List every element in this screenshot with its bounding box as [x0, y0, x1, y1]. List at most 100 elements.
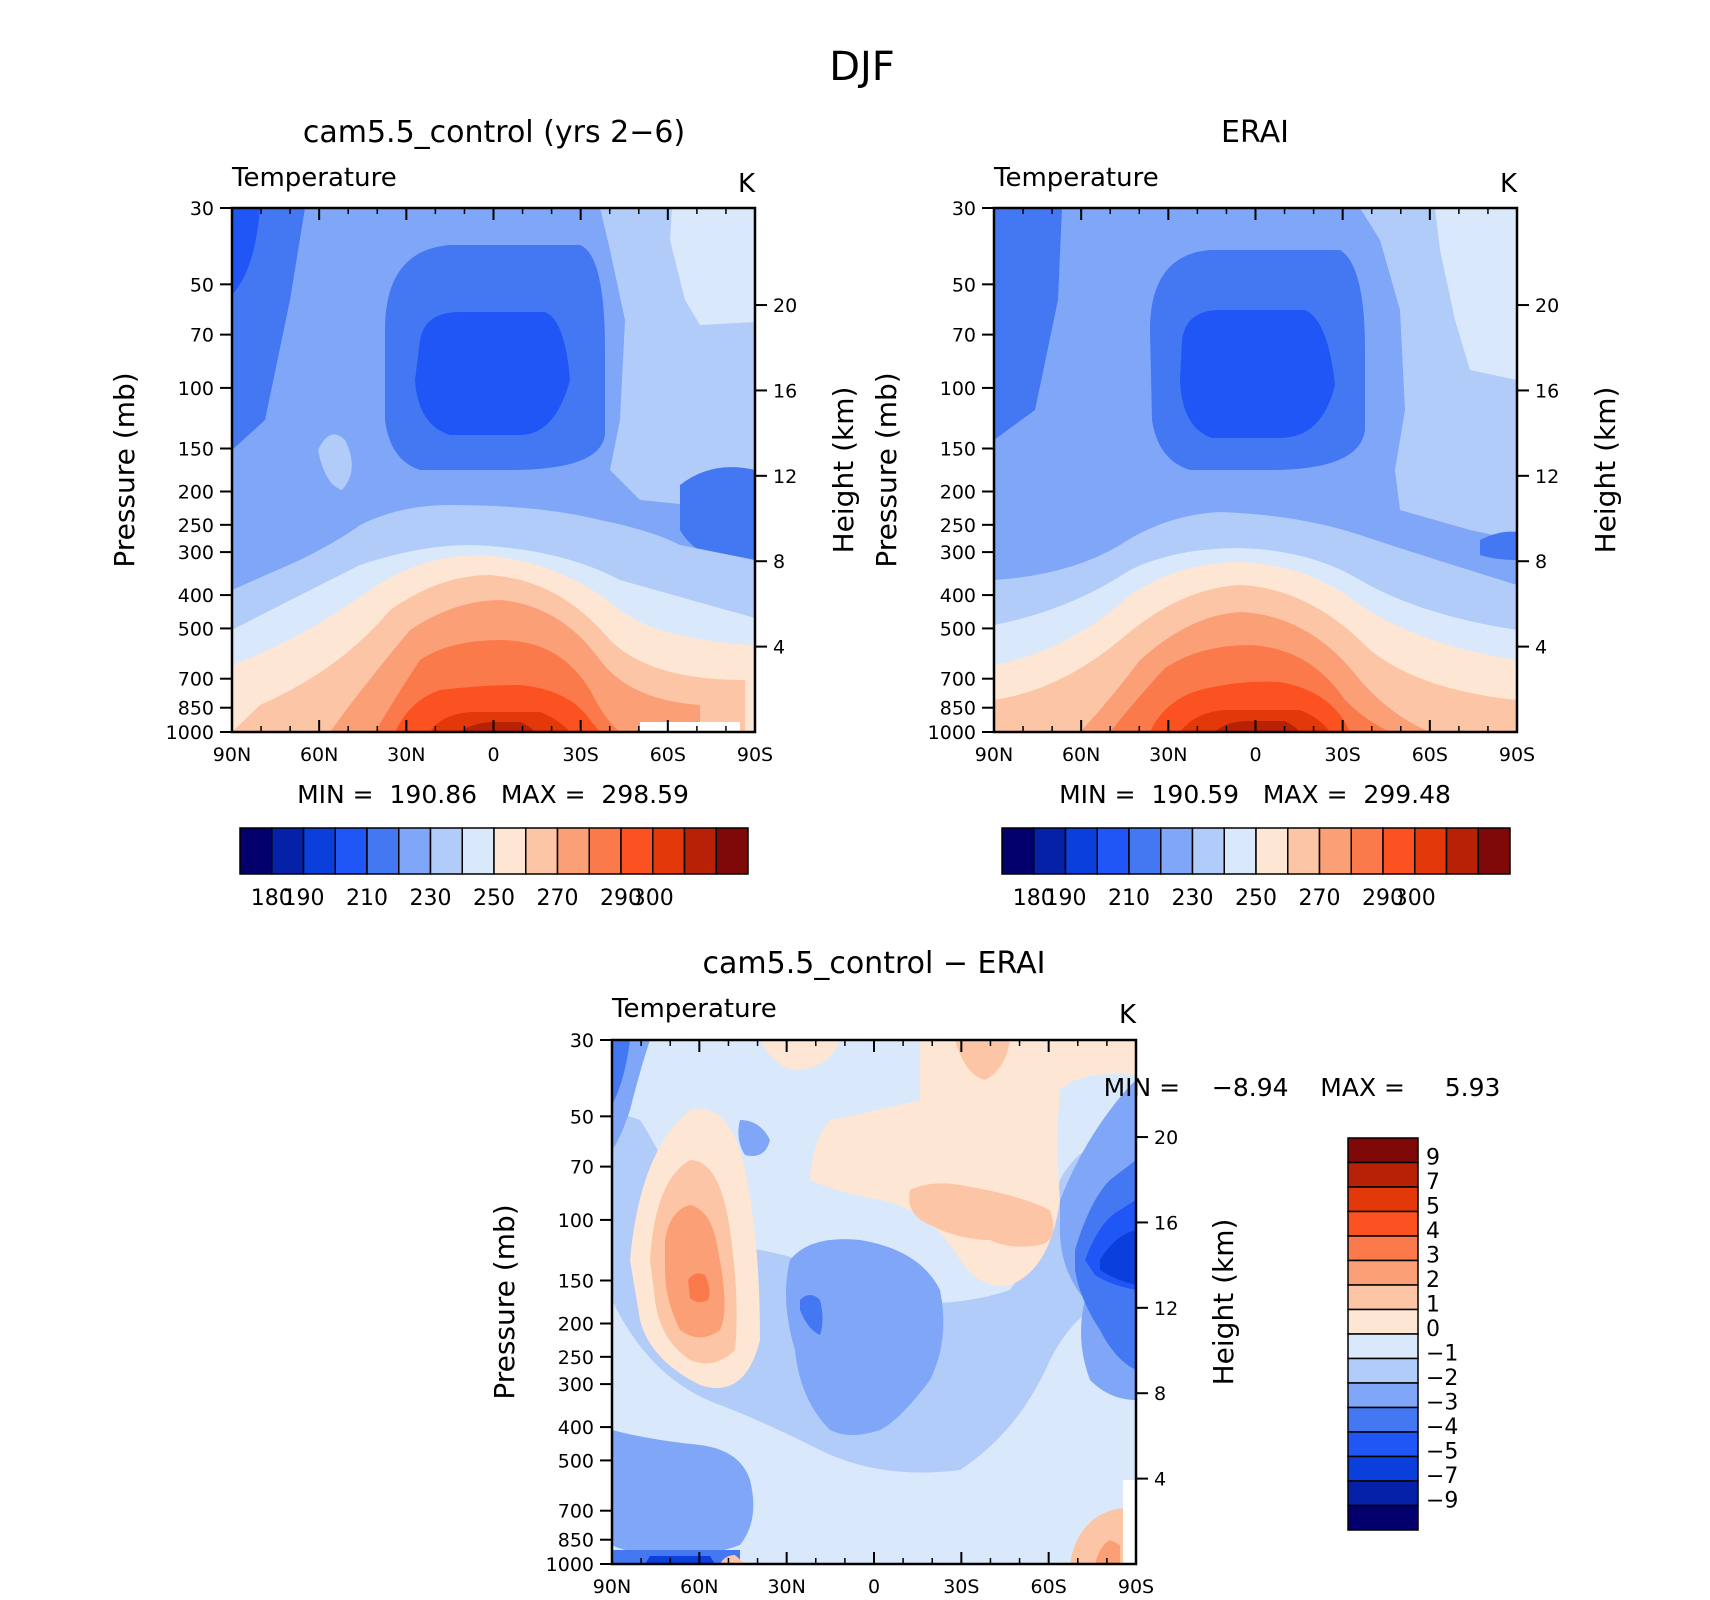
colorbar-box: [588, 827, 622, 875]
y-tick-label: 850: [558, 1530, 594, 1552]
colorbar-label: 5: [1426, 1195, 1440, 1220]
y-tick-label: 50: [570, 1106, 594, 1128]
contour-fill: [415, 312, 570, 435]
colorbar-label: 9: [1426, 1146, 1440, 1171]
panel-cam: 90N 60N 30N 0 30S 60S 90S 30 50 70 100 150 200 250 300…: [108, 115, 860, 911]
contour-fill: [670, 208, 755, 325]
colorbar-box: [398, 827, 432, 875]
colorbar-label: 2: [1426, 1268, 1440, 1293]
colorbar-label: 190: [1045, 886, 1087, 911]
contour-fill: [955, 1040, 1010, 1080]
y-tick-label: 500: [178, 618, 214, 640]
colorbar-label: 7: [1426, 1170, 1440, 1195]
colorbar-box: [271, 827, 305, 875]
units-label: K: [738, 169, 756, 199]
units-label: K: [1500, 169, 1518, 199]
y-tick-label: 100: [178, 378, 214, 400]
colorbar-box: [556, 827, 590, 875]
colorbar-label: 3: [1426, 1244, 1440, 1269]
colorbar-box: [1347, 1210, 1419, 1237]
y-tick-label: 300: [178, 542, 214, 564]
y-axis-label: Pressure (mb): [108, 372, 141, 567]
x-tick-label: 0: [1249, 744, 1261, 766]
panel-erai: 90N 60N 30N 0 30S 60S 90S 30 50 70 100 150 200 250 300…: [870, 115, 1622, 911]
colorbar-label: 230: [1172, 886, 1214, 911]
field-label: Temperature: [993, 163, 1159, 193]
contour-fill: [810, 1040, 1136, 1286]
contour-fill: [1100, 1230, 1136, 1285]
panel-title: ERAI: [1221, 115, 1289, 150]
colorbar-box: [652, 827, 686, 875]
colorbar-label: −3: [1426, 1391, 1458, 1416]
colorbar-box: [1347, 1431, 1419, 1458]
contour-fill: [232, 208, 305, 450]
y2-tick-label: 20: [1154, 1127, 1178, 1149]
contour-fill: [665, 1205, 725, 1338]
min-max-label: MIN = 190.86 MAX = 298.59: [297, 780, 689, 809]
colorbar-box: [683, 827, 717, 875]
x-tick-label: 90N: [593, 1576, 631, 1598]
contour-fill: [800, 1295, 823, 1335]
axes-cam: 90N 60N 30N 0 30S 60S 90S 30 50 70 100 150 200 250 300…: [166, 198, 798, 766]
y2-tick-label: 20: [1535, 295, 1559, 317]
colorbar-box: [429, 827, 463, 875]
y-tick-label: 700: [178, 669, 214, 691]
colorbar-box: [1347, 1284, 1419, 1311]
figure-title: DJF: [829, 44, 895, 90]
x-tick-label: 30S: [943, 1576, 979, 1598]
contour-fill: [612, 1040, 630, 1105]
y-axis-label: Pressure (mb): [488, 1204, 521, 1399]
colorbar-box: [334, 827, 368, 875]
colorbar-box: [1347, 1333, 1419, 1360]
y-tick-label: 200: [558, 1313, 594, 1335]
contour-fill: [909, 1183, 1054, 1247]
y-tick-label: 150: [558, 1271, 594, 1293]
colorbar-box: [715, 827, 749, 875]
y-tick-label: 250: [558, 1347, 594, 1369]
y2-axis-label: Height (km): [1207, 1219, 1240, 1386]
colorbar-box: [1347, 1308, 1419, 1335]
colorbar-label: 180: [1013, 886, 1055, 911]
contour-fill: [645, 1556, 715, 1564]
x-tick-label: 90S: [1499, 744, 1535, 766]
colorbar-box: [1382, 827, 1416, 875]
y-tick-label: 150: [178, 439, 214, 461]
colorbar-label: 270: [1299, 886, 1341, 911]
colorbar-box: [1347, 1161, 1419, 1188]
y-axis-label: Pressure (mb): [870, 372, 903, 567]
colorbar-box: [1001, 827, 1035, 875]
colorbar-label: 290: [1362, 886, 1404, 911]
y2-tick-label: 4: [773, 637, 785, 659]
min-max-label: MIN = −8.94 MAX = 5.93: [1104, 1073, 1501, 1102]
y2-tick-label: 12: [1154, 1298, 1178, 1320]
y-tick-label: 1000: [928, 722, 976, 744]
y-tick-label: 200: [178, 481, 214, 503]
contour-fill: [760, 1040, 840, 1070]
contour-fill: [738, 1120, 770, 1156]
contour-fill: [1095, 1540, 1120, 1564]
colorbar-label: −5: [1426, 1440, 1458, 1465]
x-tick-label: 60S: [1412, 744, 1448, 766]
contour-fill: [1180, 310, 1335, 438]
contour-fill: [720, 1555, 745, 1564]
colorbar-label: 300: [632, 886, 674, 911]
y2-tick-label: 16: [773, 380, 797, 402]
y2-axis-label: Height (km): [1589, 387, 1622, 554]
x-tick-label: 60N: [1062, 744, 1100, 766]
y2-axis-label: Height (km): [827, 387, 860, 554]
y2-tick-label: 12: [1535, 466, 1559, 488]
x-tick-label: 60N: [680, 1576, 718, 1598]
colorbar-label: 290: [600, 886, 642, 911]
x-tick-label: 60N: [300, 744, 338, 766]
x-tick-label: 30N: [387, 744, 425, 766]
x-tick-label: 90S: [737, 744, 773, 766]
colorbar-box: [1477, 827, 1511, 875]
y-tick-label: 70: [190, 325, 214, 347]
x-tick-label: 30N: [1149, 744, 1187, 766]
colorbar-box: [1318, 827, 1352, 875]
axes-diff: 90N 60N 30N 0 30S 60S 90S 30 50 70 100 150 200 250 300…: [546, 1030, 1179, 1598]
